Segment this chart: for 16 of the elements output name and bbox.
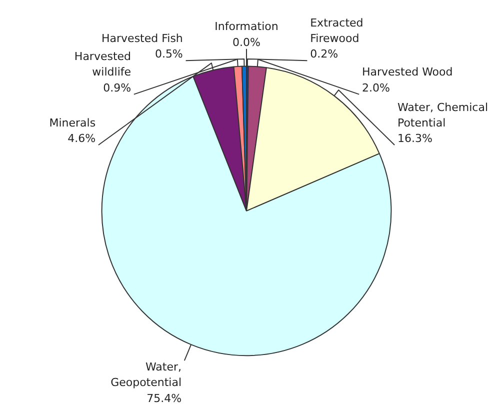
slice-label: Water, Chemical Potential [397,100,488,130]
data-label: 0.5% [154,48,183,61]
slice-label: Minerals [49,116,96,130]
data-label: 0.9% [103,81,132,94]
data-label: 0.2% [310,48,338,61]
slice-label: Harvested Wood [362,66,453,79]
data-label: 75.4% [146,392,182,405]
slice-label: Water, Geopotential [110,360,182,390]
slice-label: Harvested Fish [102,32,183,46]
data-label: 2.0% [362,81,390,94]
data-label: 4.6% [68,132,96,145]
slice-label: Extracted Firewood [310,16,364,46]
text: 0.0% [232,36,260,49]
data-label: 16.3% [397,132,432,145]
category-label: Information [214,20,278,34]
slice-label: Harvested wildlife [74,50,132,79]
